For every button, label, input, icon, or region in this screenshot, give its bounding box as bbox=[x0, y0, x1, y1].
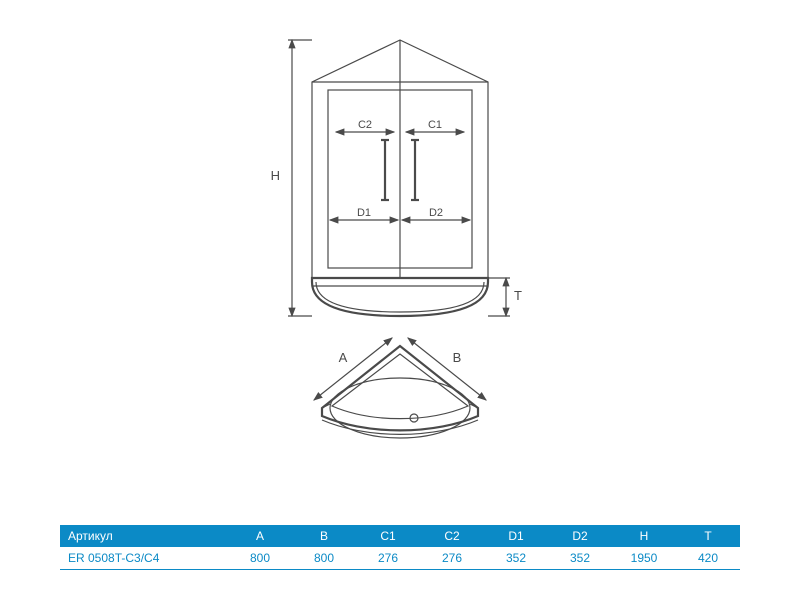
col-header: C2 bbox=[420, 529, 484, 543]
col-header: C1 bbox=[356, 529, 420, 543]
table-header-row: Артикул A B C1 C2 D1 D2 H T bbox=[60, 525, 740, 547]
drawing-svg: H T C2 C1 D1 D2 bbox=[180, 20, 620, 490]
col-header: D2 bbox=[548, 529, 612, 543]
col-header: D1 bbox=[484, 529, 548, 543]
col-header: A bbox=[228, 529, 292, 543]
cell: 276 bbox=[356, 551, 420, 565]
label-B: B bbox=[453, 350, 462, 365]
cell: 800 bbox=[292, 551, 356, 565]
cell: 276 bbox=[420, 551, 484, 565]
label-C1: C1 bbox=[428, 119, 442, 131]
table-rule bbox=[60, 569, 740, 570]
label-T: T bbox=[514, 288, 522, 303]
cell: 420 bbox=[676, 551, 740, 565]
cell-name: ER 0508T-C3/C4 bbox=[60, 551, 228, 565]
label-C2: C2 bbox=[358, 119, 372, 131]
technical-drawing: H T C2 C1 D1 D2 bbox=[60, 20, 740, 490]
cell: 1950 bbox=[612, 551, 676, 565]
table-row: ER 0508T-C3/C4 800 800 276 276 352 352 1… bbox=[60, 547, 740, 569]
label-D2: D2 bbox=[429, 207, 443, 219]
col-header: T bbox=[676, 529, 740, 543]
spec-table: Артикул A B C1 C2 D1 D2 H T ER 0508T-C3/… bbox=[60, 525, 740, 570]
col-header: H bbox=[612, 529, 676, 543]
label-A: A bbox=[339, 350, 348, 365]
label-H: H bbox=[271, 168, 280, 183]
col-header: B bbox=[292, 529, 356, 543]
cell: 352 bbox=[484, 551, 548, 565]
cell: 800 bbox=[228, 551, 292, 565]
col-header-name: Артикул bbox=[60, 529, 228, 543]
cell: 352 bbox=[548, 551, 612, 565]
label-D1: D1 bbox=[357, 207, 371, 219]
